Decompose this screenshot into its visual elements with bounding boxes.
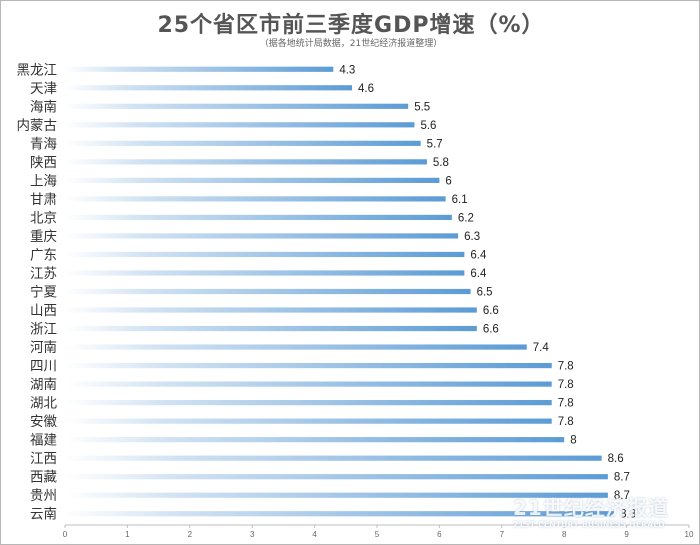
data-label: 6.2 — [458, 212, 474, 224]
category-label: 四川 — [30, 359, 57, 375]
data-label: 7.8 — [558, 416, 574, 428]
category-label: 贵州 — [30, 488, 57, 504]
bar — [65, 177, 440, 183]
category-label: 宁夏 — [30, 284, 57, 301]
category-label: 河南 — [30, 340, 57, 356]
bar — [65, 344, 527, 350]
data-label: 4.3 — [339, 64, 355, 76]
category-label: 黑龙江 — [17, 62, 58, 78]
category-label: 江苏 — [30, 266, 57, 282]
bar — [65, 66, 334, 72]
x-axis: 0 1 2 3 4 5 6 7 8 9 10 — [63, 524, 694, 539]
chart-title: 25个省区市前三季度GDP增速（%） — [157, 13, 545, 38]
data-label: 8.8 — [620, 509, 636, 521]
data-label: 8 — [570, 435, 576, 447]
data-label: 6.5 — [477, 287, 493, 299]
x-tick-label: 3 — [250, 530, 255, 539]
data-label: 6.4 — [470, 268, 487, 280]
data-label: 7.8 — [558, 398, 574, 410]
data-label: 7.4 — [533, 342, 550, 354]
category-label: 甘肃 — [30, 192, 57, 208]
x-tick-label: 10 — [685, 530, 694, 539]
bar — [65, 85, 353, 91]
data-label: 4.6 — [358, 83, 374, 95]
data-label: 7.8 — [558, 361, 574, 373]
data-label: 5.7 — [427, 138, 443, 150]
bar — [65, 270, 465, 276]
data-label: 5.8 — [433, 157, 449, 169]
data-label: 6.3 — [464, 231, 480, 243]
x-tick-label: 5 — [375, 530, 380, 539]
x-tick-label: 2 — [188, 530, 193, 539]
category-label: 天津 — [30, 81, 57, 97]
bar — [65, 159, 427, 165]
x-tick-label: 1 — [125, 530, 130, 539]
bar — [65, 251, 465, 258]
category-label: 云南 — [30, 507, 57, 523]
category-label: 山西 — [30, 303, 57, 319]
category-label: 重庆 — [30, 229, 57, 245]
category-label: 海南 — [30, 99, 57, 115]
category-label: 北京 — [30, 210, 57, 226]
bar — [65, 362, 552, 369]
bar — [65, 233, 459, 239]
bar — [65, 214, 452, 221]
data-label: 8.7 — [614, 472, 630, 484]
bar — [65, 437, 565, 443]
bar — [65, 140, 421, 146]
data-label: 6.1 — [452, 194, 468, 206]
data-label: 8.7 — [614, 490, 630, 502]
category-label: 广东 — [30, 247, 57, 263]
bar — [65, 418, 552, 424]
data-label: 8.6 — [608, 453, 624, 465]
bar — [65, 400, 552, 406]
data-label: 6.6 — [483, 305, 499, 317]
category-label: 湖北 — [30, 396, 57, 412]
data-label: 6.6 — [483, 324, 499, 336]
data-label: 5.5 — [414, 101, 430, 113]
data-label: 5.6 — [420, 120, 436, 132]
x-tick-label: 4 — [312, 530, 317, 539]
x-tick-label: 0 — [63, 530, 68, 539]
labels-layer: 黑龙江 4.3 天津 4.6 海南 5.5 内蒙古 5.6 青海 5.7 陕西 5.8 上海 6 甘肃 6.1… — [17, 62, 637, 522]
bar — [65, 196, 446, 202]
bar — [65, 492, 608, 498]
x-tick-label: 7 — [500, 530, 505, 539]
category-label: 青海 — [30, 136, 57, 152]
x-tick-label: 8 — [562, 530, 567, 539]
bars-layer — [65, 66, 615, 517]
category-label: 上海 — [30, 173, 57, 189]
data-label: 6 — [445, 175, 451, 187]
category-label: 福建 — [30, 433, 57, 449]
chart-subtitle: （据各地统计局数据，21世纪经济报道整理） — [259, 39, 443, 49]
category-label: 湖南 — [30, 377, 57, 393]
data-label: 6.4 — [470, 249, 487, 261]
bar — [65, 122, 415, 128]
bar — [65, 103, 409, 109]
category-label: 安徽 — [30, 414, 57, 430]
data-label: 7.8 — [558, 379, 574, 391]
bar — [65, 455, 602, 461]
x-tick-label: 9 — [624, 530, 629, 539]
bar — [65, 325, 477, 332]
category-label: 内蒙古 — [17, 118, 58, 134]
category-label: 江西 — [30, 451, 57, 467]
bar — [65, 474, 608, 480]
bar — [65, 511, 615, 517]
category-label: 西藏 — [30, 470, 57, 486]
bar — [65, 381, 552, 387]
category-label: 陕西 — [30, 155, 57, 171]
bar — [65, 288, 471, 295]
bar — [65, 307, 477, 313]
category-label: 浙江 — [30, 322, 57, 338]
x-tick-label: 6 — [437, 530, 442, 539]
